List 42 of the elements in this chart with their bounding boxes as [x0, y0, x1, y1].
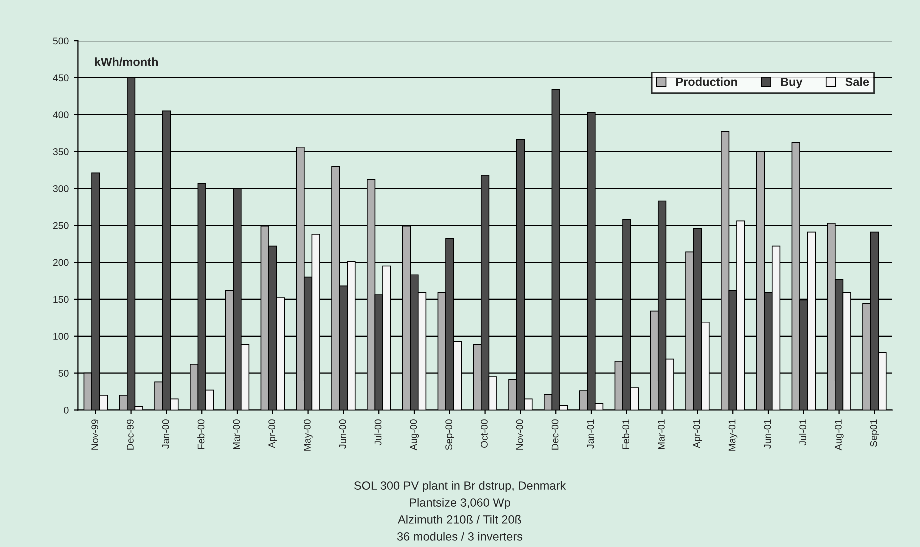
x-tick-label: Jun-01	[764, 420, 772, 449]
y-tick-label: 500	[53, 38, 69, 45]
y-axis-title: kWh/month	[95, 58, 158, 66]
y-tick-label: 0	[64, 406, 69, 414]
x-tick-label: Apr-01	[693, 420, 702, 448]
x-tick-label: Apr-00	[268, 420, 278, 448]
x-tick-label: Jul-00	[374, 420, 382, 446]
y-tick-label: 250	[53, 222, 69, 230]
x-tick-label: Mar-00	[233, 420, 240, 450]
x-tick-label: Feb-00	[198, 420, 205, 450]
x-tick-label: Oct-00	[481, 420, 488, 448]
y-tick-label: 450	[53, 74, 69, 82]
x-tick-label: May-01	[728, 420, 738, 451]
y-tick-label: 100	[54, 333, 69, 340]
legend-label: Sale	[846, 78, 870, 86]
x-tick-label: Mar-01	[658, 420, 665, 450]
x-tick-label: May-00	[304, 420, 313, 451]
x-tick-label: Jun-00	[339, 420, 346, 449]
x-tick-label: Feb-01	[622, 420, 630, 450]
y-tick-label: 350	[53, 148, 69, 156]
y-tick-label: 150	[54, 296, 69, 304]
text: SOL 300 PV plant in Br dstrup, Denmark	[354, 481, 566, 492]
x-tick-label: Jan-01	[587, 420, 594, 449]
x-tick-label: Jan-00	[162, 420, 170, 449]
x-tick-label: Nov-99	[92, 420, 99, 450]
x-tick-label: Sep-00	[446, 420, 454, 450]
x-tick-label: Aug-00	[410, 420, 420, 451]
text: 36 modules / 3 inverters	[397, 532, 523, 541]
x-tick-label: Nov-00	[516, 420, 524, 450]
legend-label: Buy	[781, 78, 803, 89]
text: Alzimuth 210ß / Tilt 20ß	[398, 515, 522, 524]
y-tick-label: 200	[53, 259, 69, 266]
x-tick-label: Dec-99	[127, 420, 134, 450]
legend-label: Production	[676, 78, 738, 86]
x-tick-label: Dec-00	[552, 420, 559, 450]
x-tick-label: Sep01	[870, 420, 880, 447]
y-tick-label: 400	[53, 112, 69, 118]
y-tick-label: 300	[53, 185, 69, 192]
x-tick-label: Jul-01	[799, 420, 807, 446]
text: Plantsize 3,060 Wp	[410, 498, 510, 510]
x-tick-label: Aug-01	[835, 420, 844, 451]
y-tick-label: 50	[58, 370, 69, 377]
